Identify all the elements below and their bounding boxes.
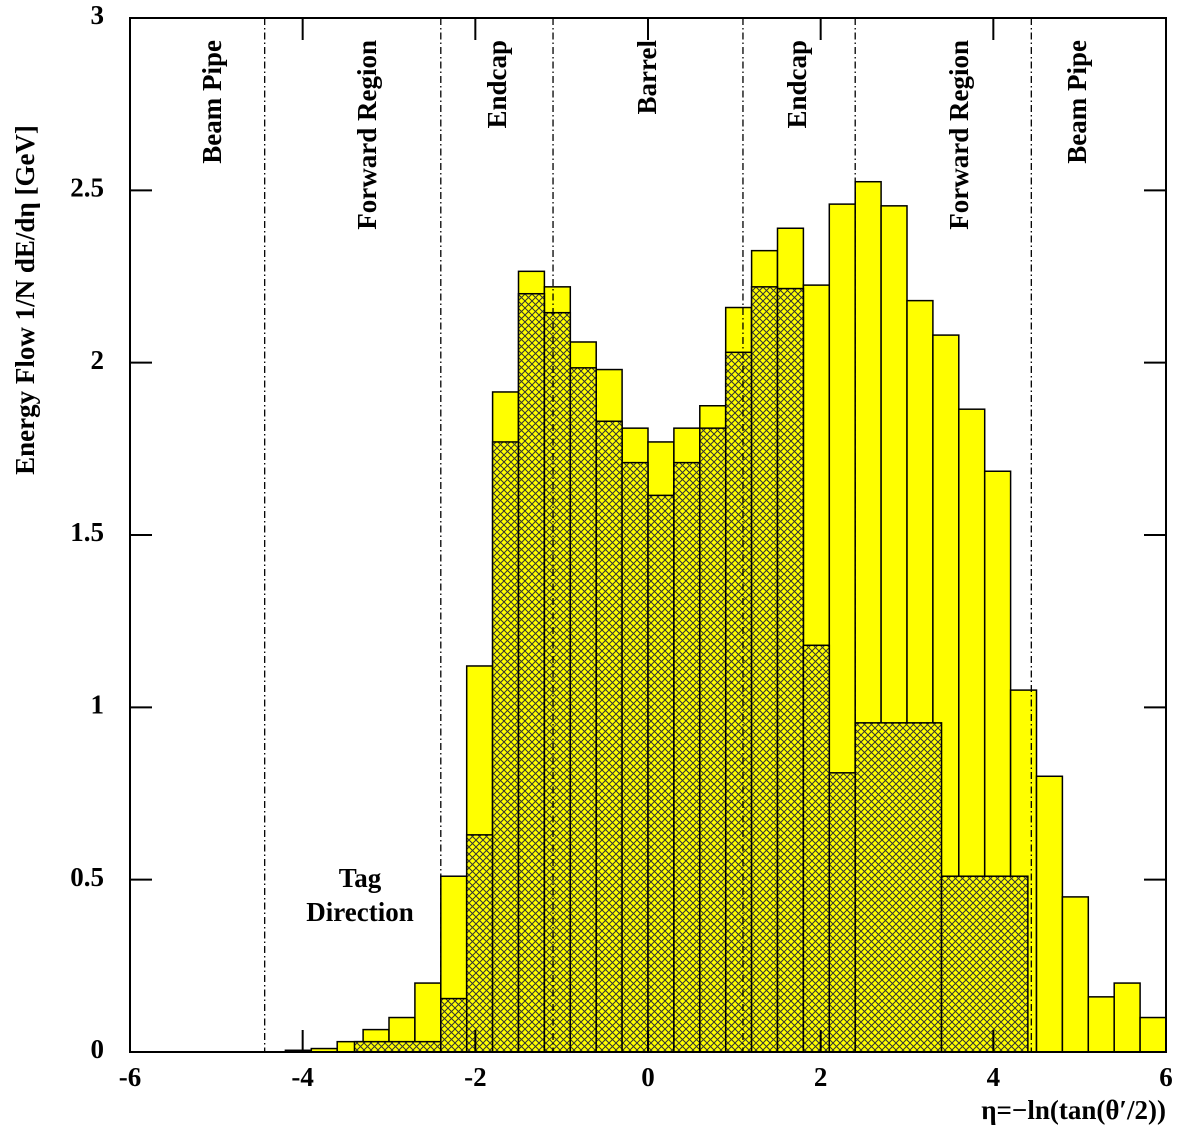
hatched-bar: [940, 875, 1029, 1053]
x-tick-label: 4: [987, 1062, 1001, 1092]
y-tick-label: 2: [91, 345, 105, 375]
region-label: Beam Pipe: [197, 40, 227, 164]
hatched-bar: [517, 292, 546, 1053]
x-axis-label: η=−ln(tan(θ′/2)): [981, 1095, 1166, 1125]
bar: [1113, 982, 1141, 1053]
bar: [1139, 1016, 1167, 1053]
y-tick-label: 3: [91, 0, 105, 30]
hatched-bar: [699, 427, 727, 1053]
x-tick-label: -2: [464, 1062, 487, 1092]
annotation: Tag: [339, 863, 382, 893]
hatched-bar: [353, 1040, 442, 1053]
hatched-bar: [440, 997, 468, 1053]
y-tick-label: 1: [91, 690, 105, 720]
hatched-bar: [776, 287, 805, 1053]
hatched-bar: [828, 772, 856, 1053]
bar: [1061, 896, 1090, 1053]
y-tick-label: 2.5: [70, 173, 104, 203]
region-label: Endcap: [782, 40, 812, 129]
region-label: Barrel: [632, 40, 662, 115]
x-tick-label: -4: [291, 1062, 314, 1092]
hatched-bar: [673, 461, 701, 1053]
hatched-bar: [465, 834, 494, 1053]
annotation: Direction: [306, 897, 413, 927]
hatched-bar: [595, 420, 623, 1053]
hatched-bar: [750, 286, 779, 1053]
y-tick-label: 1.5: [70, 517, 104, 547]
bar: [1087, 996, 1115, 1053]
bar: [1035, 775, 1064, 1053]
y-tick-label: 0: [91, 1034, 105, 1064]
region-label: Forward Region: [944, 40, 974, 230]
hatched-bar: [854, 722, 943, 1053]
y-tick-label: 0.5: [70, 862, 104, 892]
hatched-bar: [569, 367, 597, 1053]
hatched-bar: [724, 351, 753, 1053]
region-label: Beam Pipe: [1062, 40, 1092, 164]
hatched-bar: [491, 441, 520, 1053]
x-tick-label: 2: [814, 1062, 828, 1092]
y-axis-label: Energy Flow 1/N dE/dη [GeV]: [10, 125, 40, 475]
region-label: Endcap: [482, 40, 512, 129]
x-tick-label: 0: [641, 1062, 655, 1092]
hatched-bar: [802, 644, 831, 1053]
region-label: Forward Region: [352, 40, 382, 230]
hatched-bar: [543, 311, 572, 1053]
x-tick-label: -6: [119, 1062, 142, 1092]
hatched-bar: [647, 494, 675, 1053]
x-tick-label: 6: [1159, 1062, 1173, 1092]
hatched-bar: [621, 461, 649, 1053]
